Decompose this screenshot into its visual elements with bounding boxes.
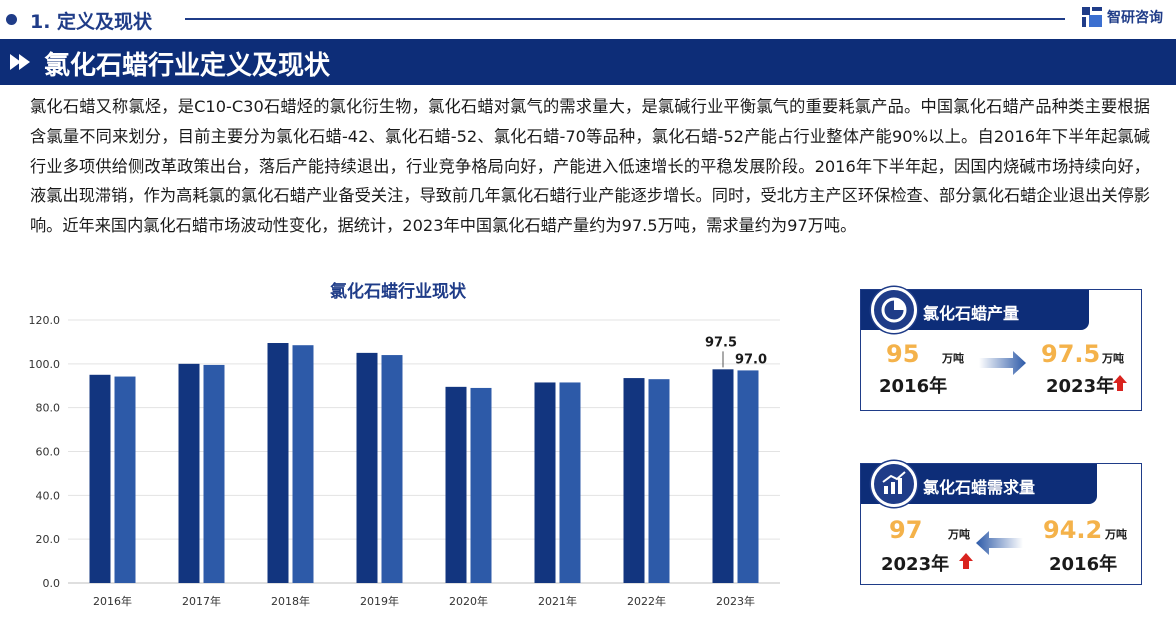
y-tick-label: 80.0 — [36, 402, 61, 415]
y-tick-label: 20.0 — [36, 533, 61, 546]
bar — [114, 376, 136, 583]
intro-paragraph: 氯化石蜡又称氯烃，是C10-C30石蜡烃的氯化衍生物，氯化石蜡对氯气的需求量大，… — [30, 97, 1150, 236]
bar — [292, 345, 314, 583]
y-tick-label: 120.0 — [29, 314, 61, 327]
production-to-value: 97.5 — [1041, 340, 1101, 368]
demand-card-label: 氯化石蜡需求量 — [923, 478, 1036, 497]
up-arrow-icon — [959, 553, 973, 569]
bar — [623, 378, 645, 583]
section-title: 1. 定义及现状 — [30, 11, 153, 33]
bar — [648, 379, 670, 583]
section-header: 1. 定义及现状 智研咨询 — [0, 0, 1176, 40]
demand-card-header: 氯化石蜡需求量 — [861, 461, 1097, 507]
page-title: 氯化石蜡行业定义及现状 — [44, 51, 331, 81]
y-tick-label: 40.0 — [36, 489, 61, 502]
bar — [534, 382, 556, 583]
brand-logo-icon — [1082, 7, 1102, 27]
pie-chart-icon — [871, 287, 917, 333]
bar — [178, 363, 200, 583]
x-tick-label: 2021年 — [538, 594, 577, 608]
demand-left-year: 2023年 — [881, 554, 950, 575]
chevron-right-icon — [19, 54, 30, 70]
bar — [737, 370, 759, 583]
bar — [445, 386, 467, 583]
trend-chart-icon — [871, 461, 917, 507]
brand-name: 智研咨询 — [1107, 10, 1163, 26]
data-label: 97.5 — [705, 335, 737, 350]
chart-title: 氯化石蜡行业现状 — [330, 282, 466, 302]
production-to-year: 2023年 — [1046, 376, 1115, 397]
title-banner: 氯化石蜡行业定义及现状 — [0, 39, 1176, 85]
data-label: 97.0 — [735, 352, 767, 367]
section-divider — [185, 18, 1065, 20]
x-tick-label: 2017年 — [182, 594, 221, 608]
bar — [559, 382, 581, 583]
production-from-unit: 万吨 — [942, 352, 964, 365]
bar — [712, 369, 734, 583]
production-from-year: 2016年 — [879, 376, 948, 397]
x-tick-label: 2022年 — [627, 594, 666, 608]
demand-left-value: 97 — [889, 516, 923, 544]
bar — [381, 355, 403, 583]
y-tick-label: 60.0 — [36, 446, 61, 459]
production-from-value: 95 — [886, 340, 920, 368]
section-bullet-icon — [6, 14, 17, 25]
arrow-right-icon — [979, 351, 1026, 375]
production-card: 氯化石蜡产量 95 万吨 2016年 97.5 万吨 2023年 — [860, 287, 1142, 411]
bar-chart: 0.0 20.0 40.0 60.0 80.0 100.0 120.0 2016年 2017年 2… — [29, 314, 780, 608]
demand-right-year: 2016年 — [1049, 554, 1118, 575]
arrow-left-icon — [976, 531, 1023, 555]
demand-right-value: 94.2 — [1043, 516, 1103, 544]
y-tick-label: 0.0 — [43, 577, 61, 590]
x-tick-label: 2020年 — [449, 594, 488, 608]
x-tick-label: 2018年 — [271, 594, 310, 608]
y-tick-label: 100.0 — [29, 358, 61, 371]
chevron-right-icon — [10, 54, 21, 70]
x-tick-label: 2019年 — [360, 594, 399, 608]
bar — [470, 387, 492, 583]
production-to-unit: 万吨 — [1102, 352, 1124, 365]
production-card-header: 氯化石蜡产量 — [861, 287, 1089, 333]
x-tick-label: 2016年 — [93, 594, 132, 608]
bar — [356, 352, 378, 583]
demand-left-unit: 万吨 — [948, 528, 970, 541]
bar — [89, 374, 111, 583]
demand-card: 氯化石蜡需求量 97 万吨 2023年 94.2 万吨 2016年 — [860, 461, 1142, 585]
bar — [203, 364, 225, 583]
demand-right-unit: 万吨 — [1105, 528, 1127, 541]
x-tick-label: 2023年 — [716, 594, 755, 608]
up-arrow-icon — [1113, 375, 1127, 391]
brand: 智研咨询 — [1082, 6, 1163, 28]
bar — [267, 343, 289, 583]
production-card-label: 氯化石蜡产量 — [923, 304, 1020, 323]
